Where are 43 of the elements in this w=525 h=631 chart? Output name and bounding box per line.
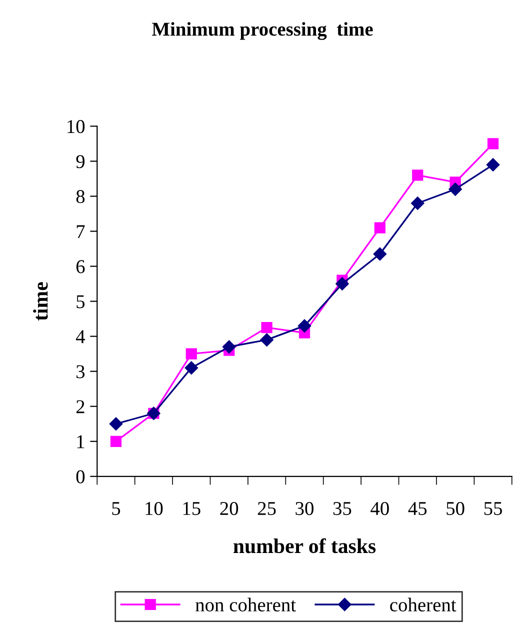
point [336, 277, 349, 290]
y-tick-label: 1 [77, 435, 84, 448]
legend-label: non coherent [196, 598, 296, 612]
point [184, 361, 198, 374]
y-tick-label: 7 [76, 225, 85, 238]
point [298, 319, 312, 332]
y-tick-label: 6 [76, 260, 85, 274]
x-tick-label: 50 [446, 502, 464, 516]
x-tick-label: 35 [333, 502, 352, 516]
y-tick-label: 10 [68, 120, 85, 134]
point [448, 182, 462, 196]
point [261, 322, 272, 334]
y-tick-label: 4 [76, 330, 86, 344]
point [487, 138, 499, 150]
x-tick-label: 30 [296, 502, 314, 516]
point [412, 170, 424, 181]
x-tick-label: 45 [408, 502, 427, 516]
point [222, 340, 236, 354]
y-tick-label: 9 [76, 155, 85, 168]
y-tick-label: 5 [76, 295, 85, 308]
x-axis-title: number of tasks [233, 538, 376, 554]
point [373, 247, 386, 261]
point [110, 436, 122, 447]
x-tick-label: 40 [370, 502, 389, 516]
point [260, 333, 274, 346]
point [109, 417, 123, 430]
y-tick-label: 3 [76, 365, 85, 378]
point [374, 222, 386, 234]
x-tick-label: 15 [183, 502, 200, 516]
x-tick-label: 5 [112, 502, 120, 516]
y-tick-label: 0 [76, 470, 85, 484]
y-tick-label: 2 [76, 400, 84, 414]
point [186, 348, 197, 360]
point [486, 158, 500, 172]
chart-title: Minimum processing time [152, 22, 373, 40]
y-tick-label: 8 [76, 190, 85, 204]
x-tick-label: 25 [258, 502, 276, 516]
x-tick-label: 55 [484, 502, 502, 516]
x-tick-label: 10 [146, 502, 163, 516]
point [411, 196, 424, 210]
legend-label: coherent [390, 598, 456, 612]
y-axis-title: time [33, 282, 48, 321]
x-tick-label: 20 [220, 502, 238, 516]
